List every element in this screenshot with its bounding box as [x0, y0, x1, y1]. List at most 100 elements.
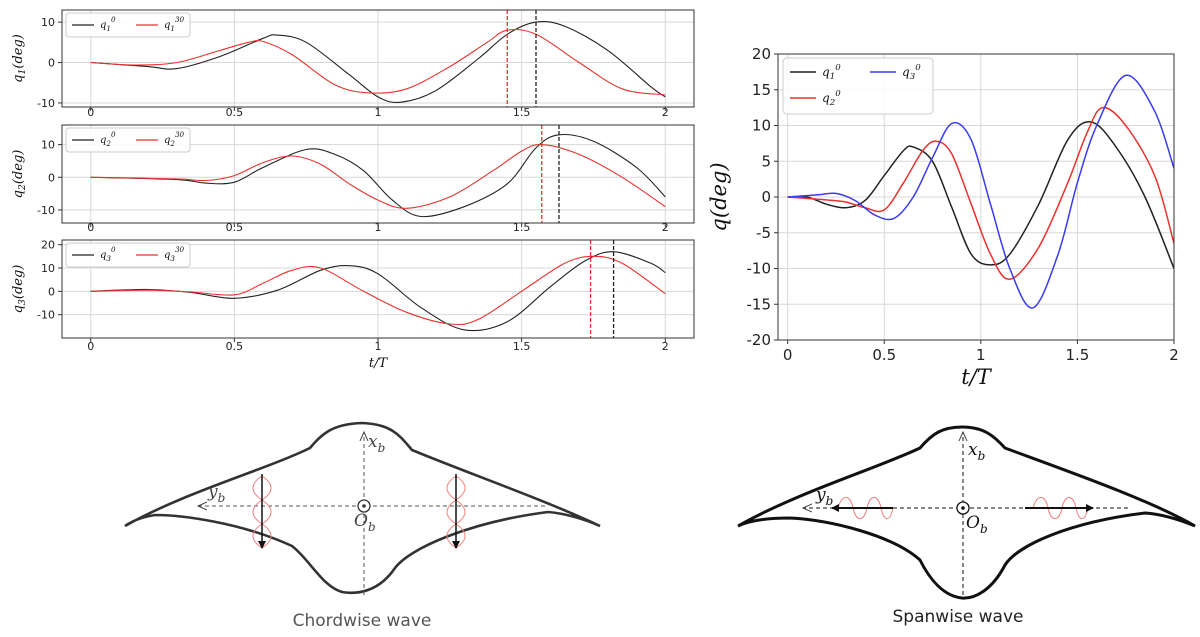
chordwise-wave-left-sine-2	[252, 475, 272, 549]
series-line-2	[90, 255, 666, 326]
x-tick-label: 0.5	[226, 340, 244, 353]
x-tick-label: 2	[662, 340, 669, 353]
legend-box	[782, 57, 934, 115]
series-line-2	[90, 144, 666, 209]
series-line-1	[90, 133, 666, 218]
y-tick-label: 10	[41, 16, 55, 29]
legend: q20 q230	[65, 127, 191, 153]
x-axis-label: t/T	[369, 356, 389, 371]
chart-q2: 0 0.5 1 1.5 2 -10 0 10 q20 q230 q2(deg)	[11, 124, 695, 234]
legend-label: q10	[100, 15, 116, 33]
y-tick-label: 0	[761, 188, 771, 206]
chart-q-right: 0 0.5 1 1.5 2 -20 -15 -10 -5 0 5 10 15 20 q10 q20 q30 q(d…	[707, 45, 1179, 389]
y-tick-label: 20	[752, 45, 771, 63]
spanwise-xb-label: xb	[968, 440, 985, 463]
x-tick-label: 0.5	[226, 106, 244, 119]
x-tick-label: 2	[1169, 346, 1179, 364]
x-axis-label: t/T	[961, 365, 993, 389]
y-axis-label: q3(deg)	[11, 265, 28, 314]
legend-label: q130	[164, 15, 185, 33]
x-tick-label: 1.5	[513, 221, 531, 234]
legend-label: q230	[164, 130, 185, 148]
x-tick-label: 1	[375, 221, 382, 234]
y-axis-label: q2(deg)	[11, 150, 28, 199]
spanwise-yb-label: yb	[815, 485, 833, 508]
x-tick-label: 2	[662, 221, 669, 234]
spanwise-wave-right	[1025, 497, 1094, 519]
legend: q10 q130	[65, 12, 191, 38]
series-line-1	[90, 251, 666, 332]
x-tick-label: 0	[783, 346, 793, 364]
chordwise-xb-label: xb	[368, 432, 385, 455]
chordwise-diagram: xb yb Ob Chordwise wave	[124, 421, 601, 631]
spanwise-body-outline	[737, 425, 1196, 600]
legend-box	[65, 242, 191, 268]
x-tick-label: 2	[662, 106, 669, 119]
legend-label: q20	[100, 130, 116, 148]
chordwise-origin-label: Ob	[354, 511, 376, 534]
spanwise-origin-dot	[961, 506, 965, 510]
chart-q1: 0 0.5 1 1.5 2 -10 0 10 q10 q130 q1(deg)	[11, 9, 695, 119]
y-tick-label: 10	[41, 139, 55, 152]
y-tick-label: -10	[37, 204, 55, 217]
legend-label: q30	[902, 63, 921, 82]
spanwise-wave-left	[831, 497, 894, 519]
y-tick-label: -10	[37, 309, 55, 322]
x-tick-label: 1	[976, 346, 986, 364]
x-tick-label: 1	[375, 106, 382, 119]
x-tick-label: 0	[87, 340, 94, 353]
chordwise-wave-right-sine-2	[446, 475, 466, 549]
chordwise-origin-dot	[362, 504, 366, 508]
y-tick-label: 10	[41, 262, 55, 275]
y-tick-label: -15	[747, 295, 772, 313]
chordwise-body-outline	[124, 421, 601, 595]
legend-box	[65, 12, 191, 38]
y-tick-label: -10	[747, 260, 772, 278]
series-line-1	[787, 121, 1174, 269]
y-tick-label: -5	[756, 224, 771, 242]
plot-frame	[61, 9, 695, 108]
y-tick-label: 20	[41, 239, 55, 252]
spanwise-diagram: xb yb Ob Spanwise wave	[737, 425, 1196, 627]
chordwise-wave-right-sine	[446, 475, 466, 549]
chordwise-wave-left-sine	[252, 475, 272, 549]
chart-q3: 0 0.5 1 1.5 2 -10 0 10 20 q30 q330 q3(deg) t/T	[11, 239, 695, 371]
x-tick-label: 0	[87, 106, 94, 119]
x-tick-label: 1.5	[513, 106, 531, 119]
legend: q10 q20 q30	[782, 57, 934, 115]
series-line-2	[90, 28, 666, 96]
legend-label: q330	[164, 245, 185, 263]
y-tick-label: 0	[48, 57, 55, 70]
plot-frame	[61, 124, 695, 224]
spanwise-origin-label: Ob	[966, 513, 988, 536]
x-tick-label: 1.5	[1065, 346, 1089, 364]
y-axis-label: q1(deg)	[11, 34, 28, 83]
y-tick-label: -10	[37, 97, 55, 110]
y-tick-label: 0	[48, 171, 55, 184]
legend-label: q30	[100, 245, 116, 263]
y-tick-label: 15	[752, 81, 771, 99]
y-tick-label: 10	[752, 117, 771, 135]
legend: q30 q330	[65, 242, 191, 268]
x-tick-label: 0	[87, 221, 94, 234]
y-tick-label: 5	[761, 152, 771, 170]
chordwise-caption: Chordwise wave	[293, 611, 432, 631]
x-tick-label: 1.5	[513, 340, 531, 353]
chordwise-wave-right	[446, 474, 466, 549]
legend-label: q10	[822, 63, 841, 82]
y-tick-label: 0	[48, 285, 55, 298]
chordwise-wave-left	[252, 474, 272, 549]
legend-box	[65, 127, 191, 153]
series-line-3	[787, 74, 1174, 309]
x-tick-label: 0.5	[226, 221, 244, 234]
x-tick-label: 0.5	[872, 346, 896, 364]
chordwise-yb-label: yb	[207, 482, 225, 505]
spanwise-caption: Spanwise wave	[893, 607, 1024, 627]
legend-label: q20	[822, 89, 841, 108]
plot-frame	[61, 239, 695, 339]
x-tick-label: 1	[375, 340, 382, 353]
plot-frame	[777, 53, 1175, 341]
series-line-1	[90, 20, 666, 103]
